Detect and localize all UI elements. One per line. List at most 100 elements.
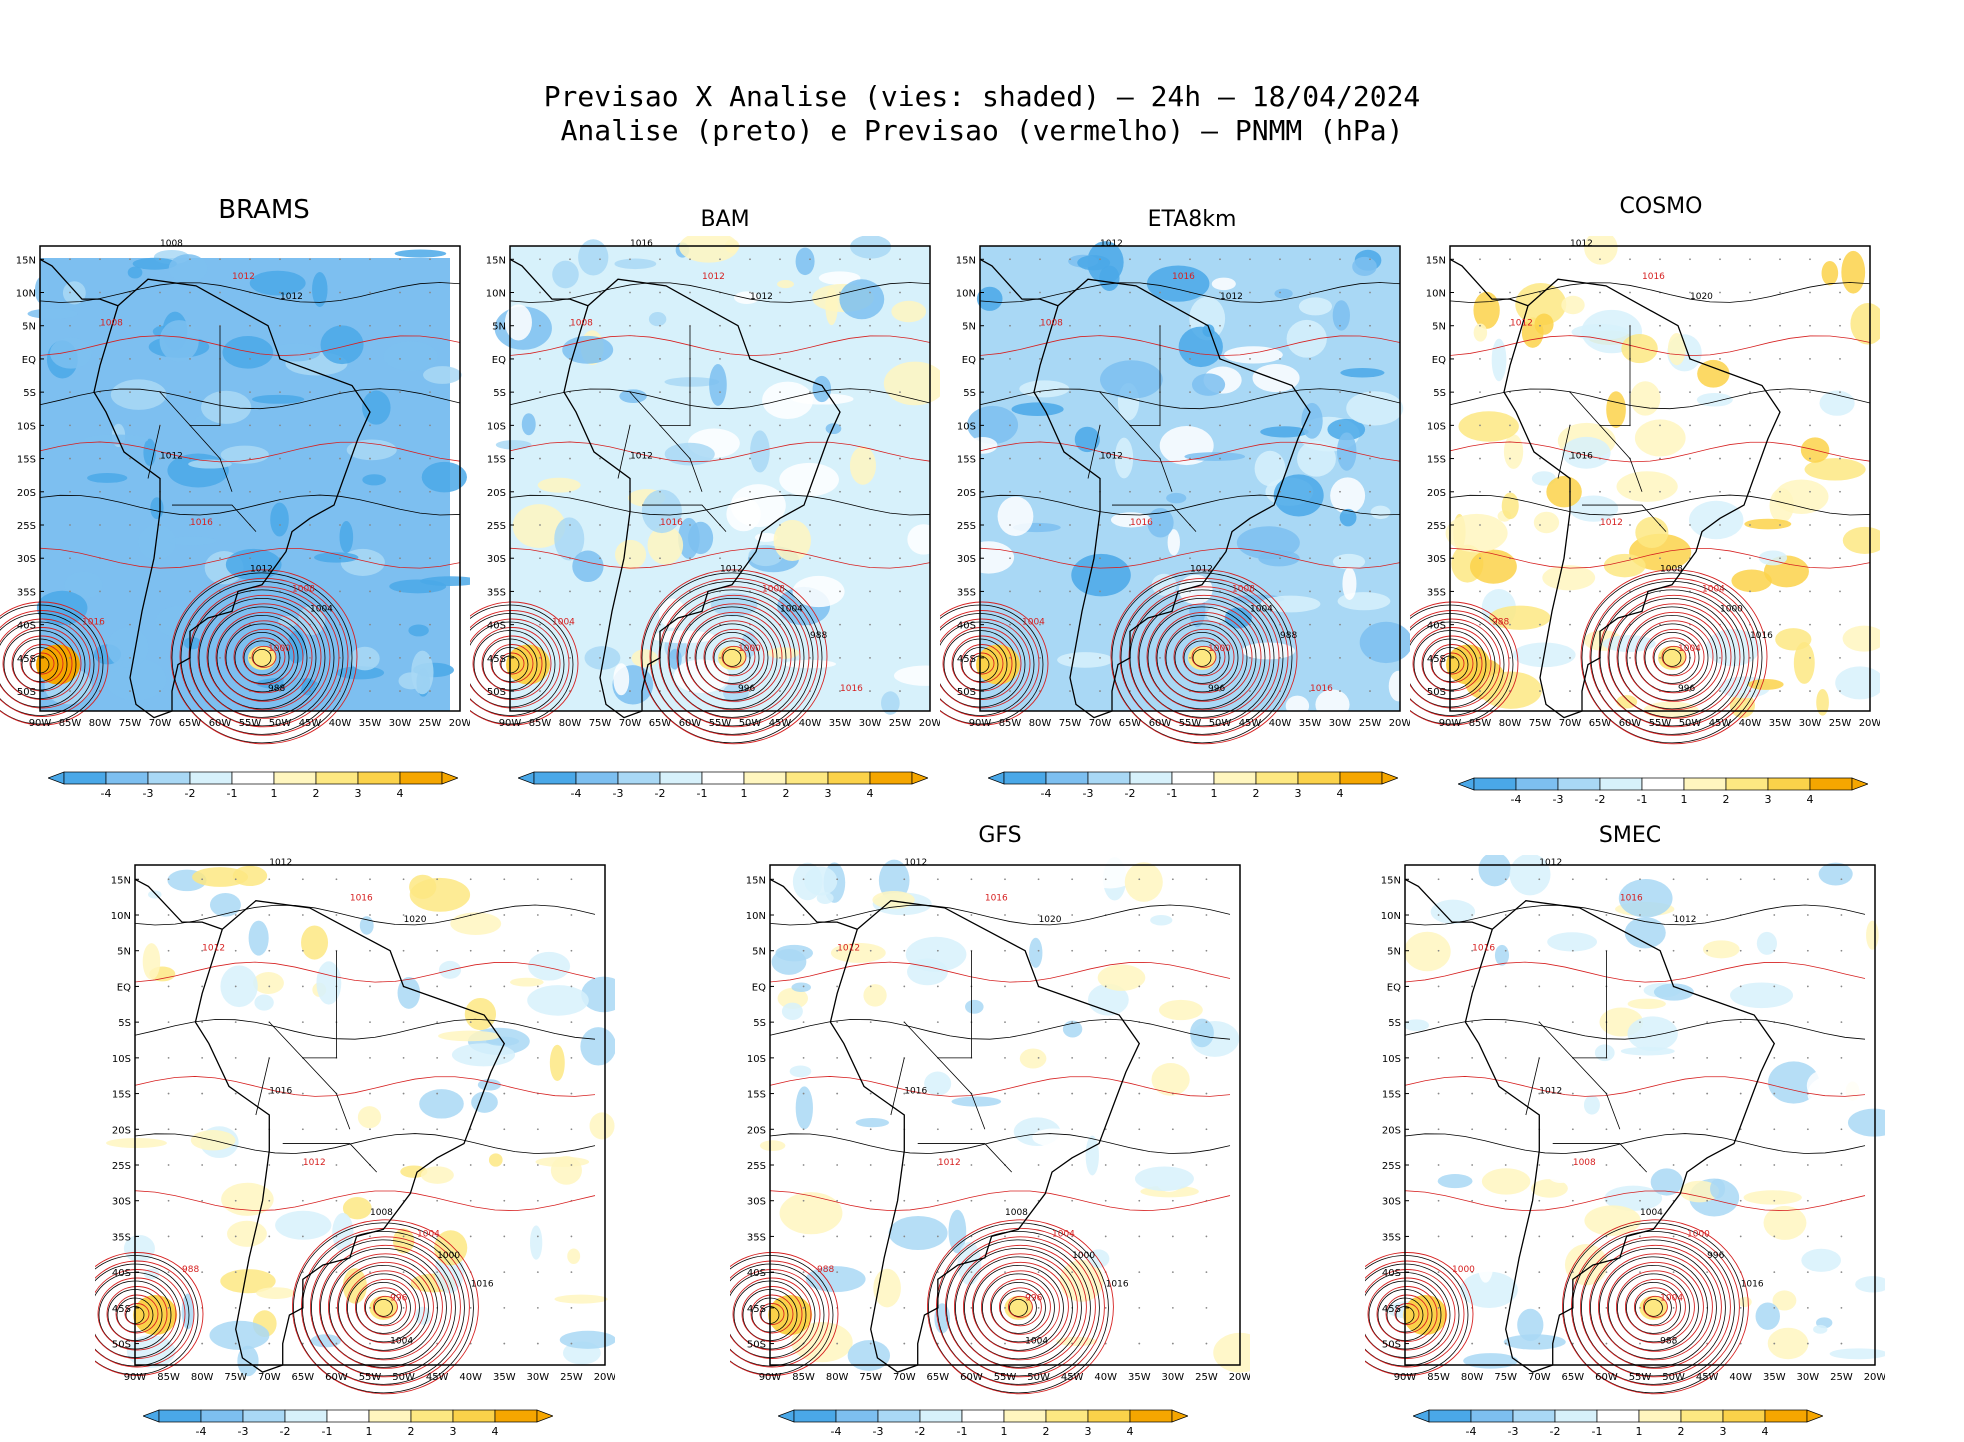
colorbar-tick-label: 2: [1678, 1425, 1685, 1438]
grid-dot: [569, 524, 571, 526]
grid-dot: [1672, 1271, 1675, 1274]
lon-tick-label: 70W: [258, 1372, 281, 1383]
lon-tick-label: 90W: [29, 718, 52, 729]
lat-tick-label: 15N: [1426, 255, 1446, 266]
lat-tick-label: EQ: [752, 982, 766, 993]
grid-dot: [1009, 557, 1011, 560]
grid-dot: [1571, 1092, 1574, 1095]
grid-dot: [1689, 324, 1691, 327]
analysis-isobar: [1009, 1298, 1028, 1317]
forecast-isobar: [1561, 1219, 1749, 1395]
analysis-isobar: [243, 640, 281, 676]
isobar-label: 1012: [1570, 239, 1593, 249]
grid-dot: [1039, 324, 1041, 327]
grid-dot: [1138, 949, 1141, 952]
bias-blob: [1769, 488, 1794, 523]
grid-dot: [1773, 914, 1776, 916]
forecast-isobar: [942, 627, 1022, 700]
grid-dot: [1504, 878, 1507, 881]
grid-dot: [839, 424, 841, 427]
grid-dot: [503, 1235, 506, 1238]
lat-tick-label: 5S: [753, 1018, 766, 1029]
bias-blob: [1473, 323, 1488, 342]
isobar-label: 1012: [1600, 518, 1623, 528]
grid-dot: [936, 1092, 939, 1095]
colorbar-tick-label: 1: [1636, 1425, 1643, 1438]
grid-dot: [201, 1271, 204, 1274]
bias-blob: [578, 239, 609, 276]
analysis-isobar: [1626, 1281, 1681, 1334]
grid-dot: [599, 690, 601, 692]
grid-dot: [802, 878, 805, 881]
grid-dot: [1779, 258, 1781, 261]
country-border: [660, 325, 691, 426]
bias-blob: [907, 524, 940, 555]
map-panel-bam: 1016 1012 1012 1008 1012 1016 1012 1008 1004 1000…: [470, 236, 940, 751]
grid-dot: [1605, 1164, 1608, 1166]
grid-dot: [1571, 949, 1574, 952]
grid-dot: [869, 1021, 872, 1024]
grid-dot: [1539, 291, 1541, 294]
grid-dot: [402, 949, 405, 952]
grid-dot: [1599, 557, 1601, 560]
bias-blob: [781, 1164, 843, 1198]
colorbar-arrow-left: [987, 771, 1005, 785]
grid-dot: [1339, 324, 1341, 327]
grid-dot: [1539, 424, 1541, 427]
grid-dot: [836, 1342, 839, 1345]
analysis-isobar: [1404, 1133, 1866, 1154]
grid-dot: [1706, 878, 1709, 881]
grid-dot: [749, 490, 751, 493]
bias-blob: [1097, 964, 1146, 991]
grid-dot: [869, 1235, 872, 1238]
grid-dot: [539, 524, 541, 526]
bias-blob: [1191, 373, 1226, 396]
lon-tick-label: 60W: [1619, 718, 1642, 729]
bias-blob: [270, 502, 289, 537]
grid-dot: [1672, 1128, 1675, 1131]
isobar-label: 1016: [1130, 518, 1153, 528]
grid-dot: [1104, 1199, 1107, 1202]
analysis-isobar: [704, 631, 760, 684]
map-panel-eta8km: 1012 1016 1012 1008 1012 1016 1012 1008 1004 1000…: [940, 236, 1410, 751]
forecast-isobar: [730, 1252, 839, 1376]
bias-blob: [342, 1197, 372, 1220]
bias-blob: [1213, 1332, 1250, 1373]
lon-tick-label: 55W: [994, 1372, 1017, 1383]
grid-dot: [1773, 1271, 1776, 1274]
grid-dot: [1659, 656, 1661, 659]
coastline: [563, 278, 841, 719]
grid-dot: [469, 985, 472, 988]
grid-dot: [869, 1056, 872, 1059]
grid-dot: [1571, 985, 1574, 988]
grid-dot: [1437, 1199, 1440, 1202]
grid-dot: [1129, 590, 1131, 593]
country-border: [268, 1021, 351, 1130]
analysis-isobar: [207, 606, 317, 710]
lat-tick-label: 10N: [746, 911, 766, 922]
isobar-label: 1012: [160, 452, 183, 462]
bias-blob: [1071, 553, 1131, 597]
bias-blob: [1469, 549, 1517, 584]
grid-dot: [1219, 524, 1221, 526]
forecast-isobar: [969, 652, 995, 675]
colorbar-tick-label: -3: [613, 787, 624, 800]
lon-tick-label: 20W: [1389, 718, 1410, 729]
grid-dot: [1009, 424, 1011, 427]
colorbar-segment: [147, 771, 191, 785]
grid-dot: [1129, 557, 1131, 560]
grid-dot: [503, 949, 506, 952]
forecast-isobar: [940, 610, 1040, 717]
grid-dot: [503, 985, 506, 988]
bias-blob: [183, 636, 202, 650]
isobar-label: 1012: [720, 565, 743, 575]
grid-dot: [809, 557, 811, 560]
bias-blob: [1584, 1205, 1641, 1236]
coastline: [509, 258, 589, 307]
grid-dot: [1739, 1092, 1742, 1095]
bias-blob: [830, 942, 886, 963]
grid-dot: [749, 258, 751, 261]
grid-dot: [1840, 914, 1843, 916]
colorbar-svg: -4 -3 -2 -1 1 2 3 4: [1412, 1409, 1824, 1438]
forecast-isobar: [1182, 637, 1226, 677]
